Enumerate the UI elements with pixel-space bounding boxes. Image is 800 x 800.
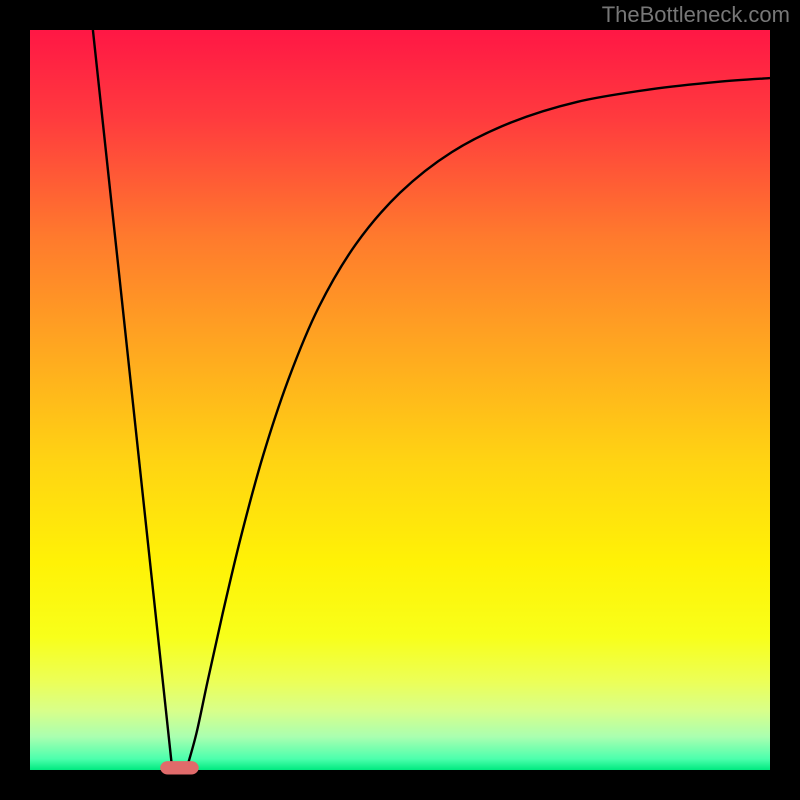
left-descending-line [93,30,172,768]
optimum-marker-pill [160,761,198,774]
plot-area [30,30,770,770]
right-saturating-curve [187,78,770,768]
chart-frame: TheBottleneck.com [0,0,800,800]
source-watermark: TheBottleneck.com [602,2,790,28]
curve-layer [30,30,770,770]
